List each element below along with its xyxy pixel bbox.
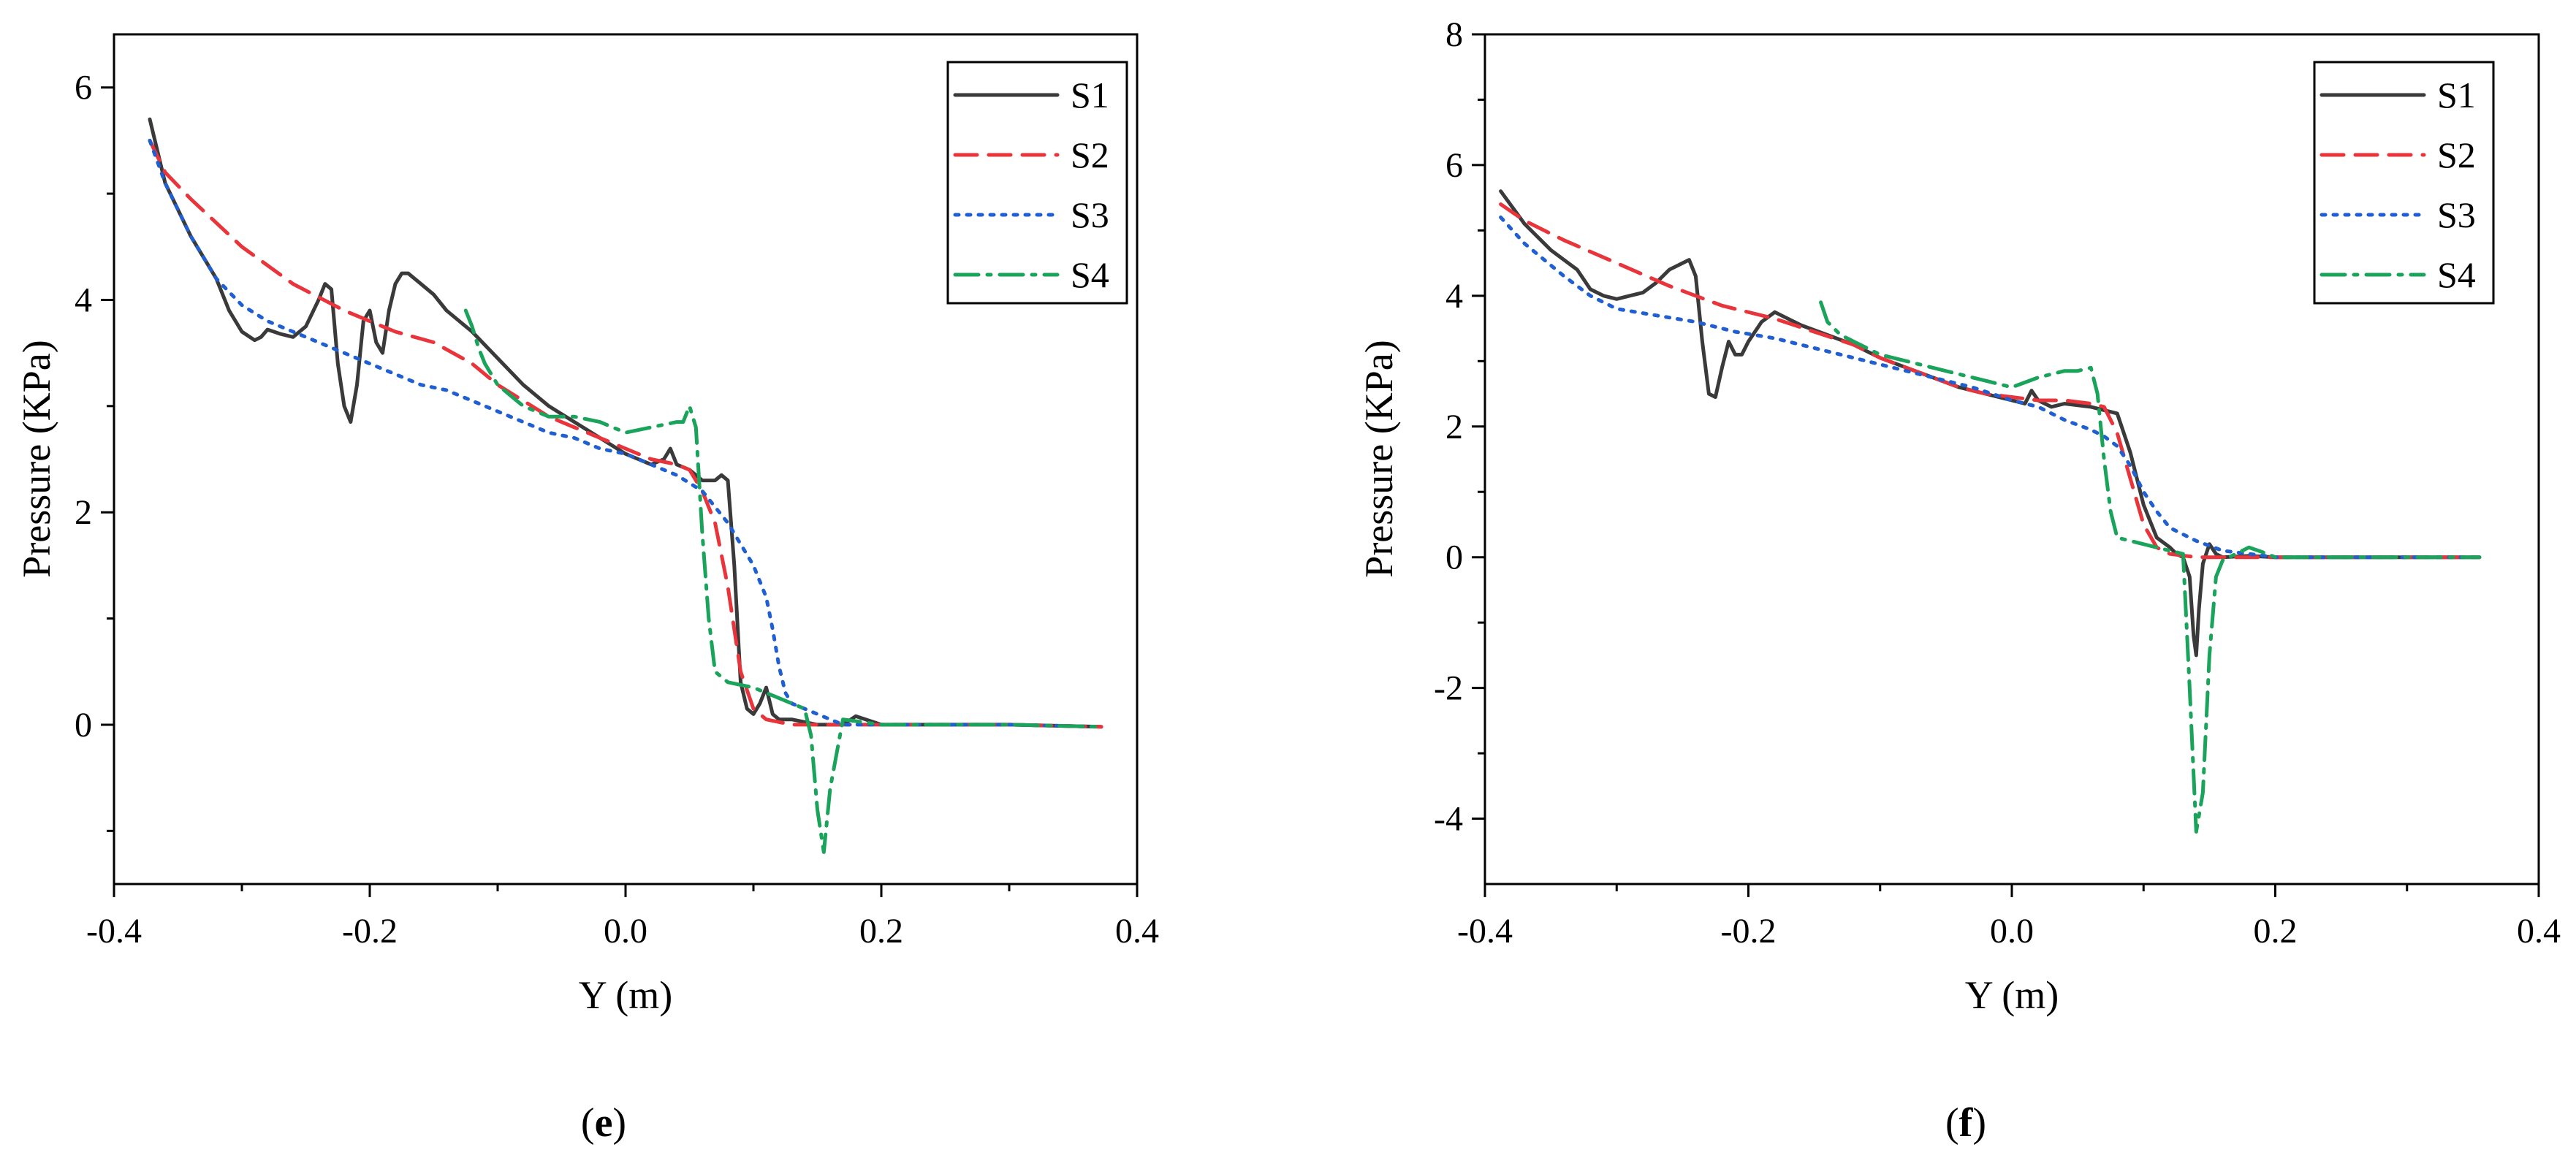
x-tick-label: -0.2 [342,912,398,951]
x-axis-label-f: Y (m) [1965,973,2059,1017]
y-tick-label: 4 [1445,277,1463,316]
legend-f: S1 S2 S3 S4 [2313,61,2495,305]
series-line-s1 [148,117,1103,729]
series-line-s3 [1499,216,2482,560]
legend-label-s1: S1 [1071,75,1109,115]
y-axis-label-f: Pressure (KPa) [1357,340,1401,577]
y-tick-label: -2 [1434,669,1463,708]
y-tick-label: 8 [1445,15,1463,54]
legend-label-s3: S3 [1071,194,1109,235]
legend-label-s2: S2 [1071,134,1109,175]
x-tick-label: 0.0 [1990,912,2034,951]
y-tick-label: 2 [75,493,92,532]
x-tick-label: 0.4 [1115,912,1159,951]
legend-e: S1 S2 S3 S4 [946,61,1128,305]
series-group-e [148,117,1103,854]
x-tick-label: -0.4 [86,912,142,951]
axes-f: -0.4 -0.2 0.0 0.2 0.4 -4 -2 0 2 4 6 8 [1434,15,2561,951]
series-line-s2 [1499,202,2482,560]
series-line-s4 [1819,300,2482,834]
y-tick-label: 0 [1445,538,1463,577]
legend-label-s4: S4 [2437,254,2476,295]
x-tick-label: -0.2 [1721,912,1777,951]
y-tick-label: 6 [1445,146,1463,185]
x-tick-label: 0.0 [604,912,647,951]
legend-label-s4: S4 [1071,254,1109,295]
x-tick-label: 0.4 [2517,912,2561,951]
y-tick-label: 6 [75,69,92,107]
y-tick-label: -4 [1434,800,1463,839]
x-tick-label: 0.2 [859,912,903,951]
x-tick-label: 0.2 [2254,912,2298,951]
y-tick-label: 0 [75,706,92,744]
y-tick-label: 4 [75,281,92,319]
y-axis-label-e: Pressure (KPa) [15,340,58,577]
legend-box [2313,61,2495,305]
y-tick-label: 2 [1445,408,1463,446]
series-line-s4 [463,308,1103,854]
legend-label-s2: S2 [2437,134,2476,175]
axes-e: -0.4 -0.2 0.0 0.2 0.4 0 2 4 6 [75,69,1159,951]
chart-panel-e: -0.4 -0.2 0.0 0.2 0.4 0 2 4 6 Y (m) Pressure (KP… [15,33,1159,1146]
panel-caption-f: (f) [1945,1100,1986,1146]
panel-label-f: f [1959,1100,1974,1146]
legend-box [946,61,1128,305]
panel-caption-e: (e) [581,1100,626,1146]
legend-label-s3: S3 [2437,194,2476,235]
series-line-s2 [148,138,1103,729]
chart-panel-f: -0.4 -0.2 0.0 0.2 0.4 -4 -2 0 2 4 6 8 Y (m) Pressur… [1357,15,2561,1146]
x-axis-label-e: Y (m) [579,973,672,1017]
series-group-f [1499,189,2482,834]
x-tick-label: -0.4 [1457,912,1513,951]
panel-label-e: e [595,1100,613,1146]
legend-label-s1: S1 [2437,75,2476,115]
